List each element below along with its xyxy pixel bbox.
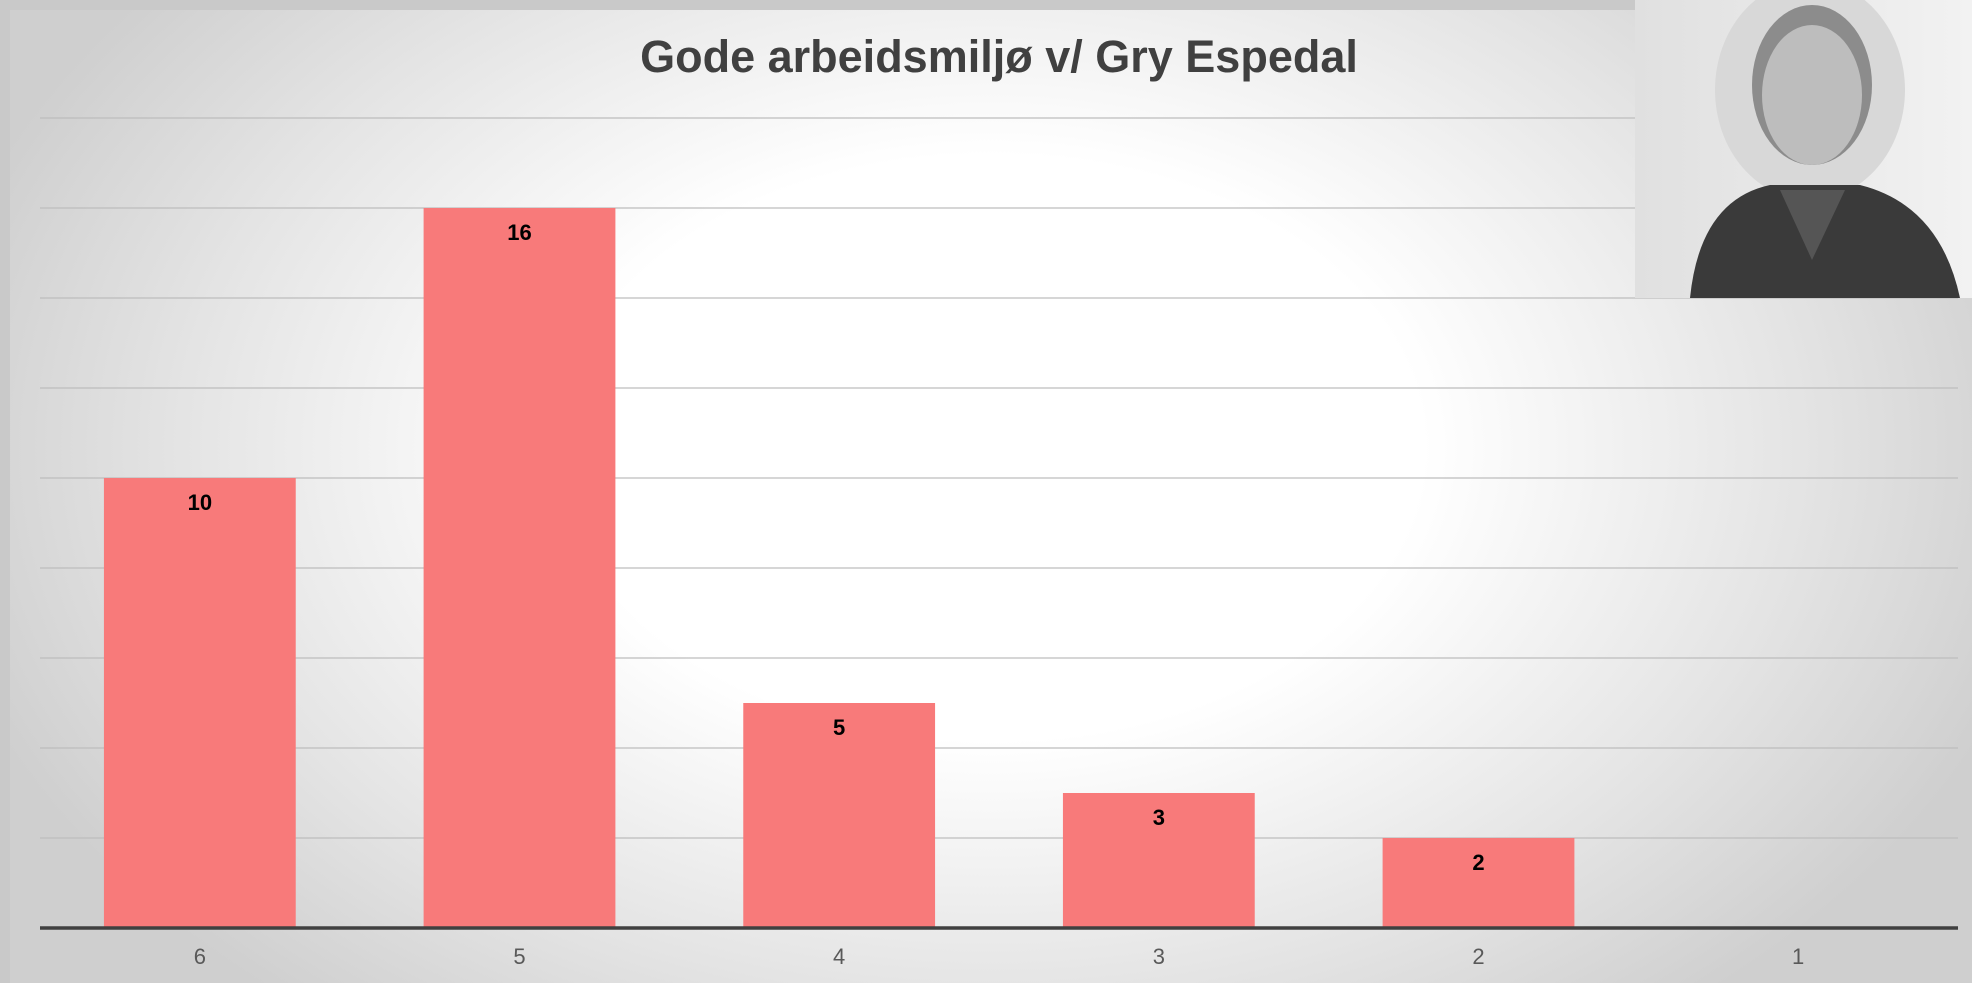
bar xyxy=(424,208,616,928)
x-tick-label: 2 xyxy=(1472,944,1484,969)
chart-title: Gode arbeidsmiljø v/ Gry Espedal xyxy=(640,31,1358,82)
data-label: 3 xyxy=(1153,805,1165,830)
x-tick-label: 5 xyxy=(513,944,525,969)
data-label: 5 xyxy=(833,715,845,740)
chart: Gode arbeidsmiljø v/ Gry Espedal 6 10 5 16 4… xyxy=(0,0,1972,983)
data-label: 2 xyxy=(1472,850,1484,875)
bar xyxy=(104,478,296,928)
x-tick-label: 1 xyxy=(1792,944,1804,969)
page: {"chart_data": {"type": "bar", "title": … xyxy=(0,0,1972,983)
x-tick-label: 3 xyxy=(1153,944,1165,969)
x-tick-label: 4 xyxy=(833,944,845,969)
data-label: 10 xyxy=(188,490,212,515)
x-tick-label: 6 xyxy=(194,944,206,969)
data-label: 16 xyxy=(507,220,531,245)
portrait-photo xyxy=(1635,0,1972,298)
